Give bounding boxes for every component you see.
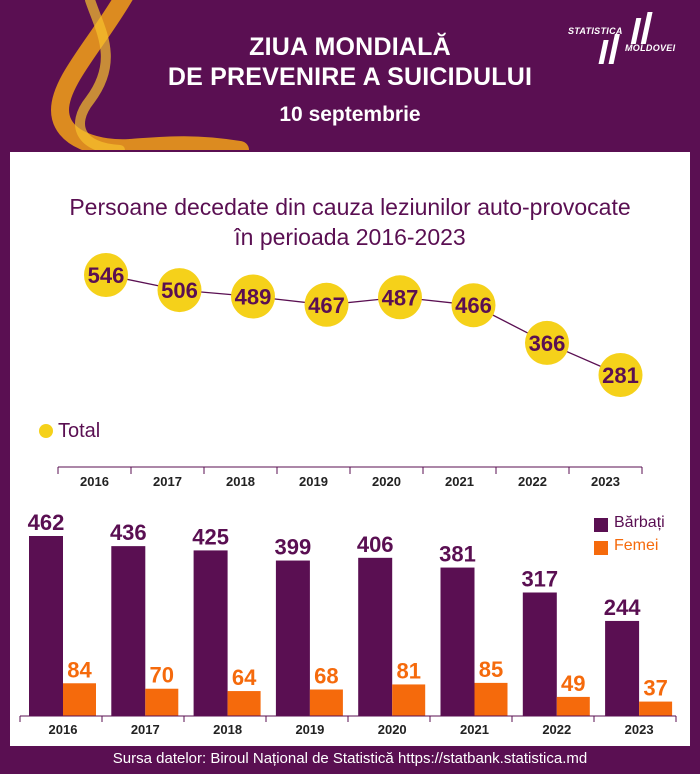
total-data-label: 546 bbox=[88, 263, 125, 288]
women-bar bbox=[63, 683, 96, 716]
legend-men-swatch bbox=[594, 518, 608, 532]
total-point bbox=[598, 353, 643, 397]
men-data-label: 436 bbox=[110, 520, 147, 545]
women-bar bbox=[639, 701, 673, 716]
total-data-label: 281 bbox=[602, 363, 639, 388]
legend-women-label: Femei bbox=[614, 537, 659, 554]
total-point bbox=[378, 275, 422, 320]
gender-bar-chart: 462 84 2016 436 70 2017 425 64 2018 399 68 2019 406 8… bbox=[19, 510, 677, 737]
line-x-tick-label: 2020 bbox=[372, 474, 401, 489]
bar-x-tick-label: 2017 bbox=[131, 722, 160, 737]
line-x-tick-label: 2022 bbox=[518, 474, 547, 489]
total-point bbox=[304, 282, 349, 327]
chart-title-line2: în perioada 2016-2023 bbox=[234, 224, 466, 250]
men-bar bbox=[275, 560, 310, 716]
awareness-ribbon-icon bbox=[50, 0, 249, 150]
total-data-label: 487 bbox=[382, 285, 419, 310]
men-data-label: 244 bbox=[604, 595, 641, 620]
total-data-label: 366 bbox=[529, 331, 566, 356]
women-bar bbox=[556, 696, 590, 716]
total-data-label: 466 bbox=[455, 293, 492, 318]
legend-women-swatch bbox=[594, 541, 608, 555]
women-bar bbox=[227, 691, 261, 716]
total-line-chart: 2016 2017 2018 2019 2020 2021 2022 2023 546 506 48… bbox=[57, 253, 643, 489]
header-title-line1: ZIUA MONDIALĂ bbox=[249, 33, 451, 61]
source-footer: Sursa datelor: Biroul Național de Statis… bbox=[112, 750, 588, 767]
women-bar bbox=[145, 688, 179, 716]
women-bar bbox=[474, 682, 508, 716]
line-x-tick-label: 2019 bbox=[299, 474, 328, 489]
men-bar bbox=[522, 592, 557, 716]
men-bar bbox=[440, 567, 475, 716]
women-bar bbox=[392, 684, 426, 716]
legend-total-swatch bbox=[39, 424, 53, 438]
line-x-tick-label: 2018 bbox=[226, 474, 255, 489]
men-data-label: 317 bbox=[521, 566, 558, 591]
logo-text-top: STATISTICA bbox=[568, 26, 623, 36]
logo-bars-icon bbox=[598, 12, 653, 64]
header-banner: ZIUA MONDIALĂ DE PREVENIRE A SUICIDULUI … bbox=[0, 0, 700, 150]
men-data-label: 462 bbox=[28, 510, 65, 535]
women-data-label: 85 bbox=[479, 657, 503, 682]
men-data-label: 425 bbox=[192, 524, 229, 549]
logo-text-bottom: MOLDOVEI bbox=[625, 43, 676, 53]
bar-x-tick-label: 2018 bbox=[213, 722, 242, 737]
men-data-label: 406 bbox=[357, 532, 394, 557]
line-x-tick-label: 2023 bbox=[591, 474, 620, 489]
men-data-label: 399 bbox=[275, 535, 312, 560]
men-bar bbox=[111, 546, 146, 716]
total-point bbox=[451, 283, 496, 328]
men-data-label: 381 bbox=[439, 542, 476, 567]
bar-x-tick-label: 2021 bbox=[460, 722, 489, 737]
women-data-label: 68 bbox=[314, 664, 338, 689]
women-data-label: 81 bbox=[396, 658, 420, 683]
bar-x-tick-label: 2020 bbox=[378, 722, 407, 737]
line-x-tick-label: 2016 bbox=[80, 474, 109, 489]
women-data-label: 64 bbox=[232, 665, 257, 690]
men-bar bbox=[358, 557, 393, 716]
legend-men-label: Bărbați bbox=[614, 514, 665, 531]
women-bar bbox=[309, 689, 343, 716]
women-data-label: 70 bbox=[150, 663, 174, 688]
men-bar bbox=[29, 536, 63, 716]
total-data-label: 506 bbox=[161, 278, 198, 303]
bar-x-tick-label: 2016 bbox=[49, 722, 78, 737]
header-title-line2: DE PREVENIRE A SUICIDULUI bbox=[167, 63, 533, 91]
total-data-label: 467 bbox=[308, 293, 345, 318]
bar-x-tick-label: 2019 bbox=[295, 722, 324, 737]
legend-total-label: Total bbox=[58, 420, 101, 442]
header-date: 10 septembrie bbox=[279, 103, 421, 126]
total-point bbox=[157, 268, 202, 313]
line-x-tick-label: 2017 bbox=[153, 474, 182, 489]
line-x-tick-label: 2021 bbox=[445, 474, 474, 489]
chart-title: Persoane decedate din cauza leziunilor a… bbox=[0, 192, 700, 252]
men-bar bbox=[605, 620, 640, 716]
total-point bbox=[231, 274, 275, 319]
women-data-label: 84 bbox=[67, 657, 92, 682]
women-data-label: 37 bbox=[643, 676, 667, 701]
total-data-label: 489 bbox=[235, 285, 272, 310]
statistica-moldovei-logo: STATISTICA MOLDOVEI bbox=[560, 8, 690, 70]
bar-x-tick-label: 2023 bbox=[625, 722, 654, 737]
bar-x-tick-label: 2022 bbox=[542, 722, 571, 737]
total-point bbox=[84, 253, 128, 297]
total-point bbox=[525, 320, 569, 365]
chart-title-line1: Persoane decedate din cauza leziunilor a… bbox=[69, 194, 631, 220]
women-data-label: 49 bbox=[561, 671, 585, 696]
men-bar bbox=[193, 550, 228, 716]
